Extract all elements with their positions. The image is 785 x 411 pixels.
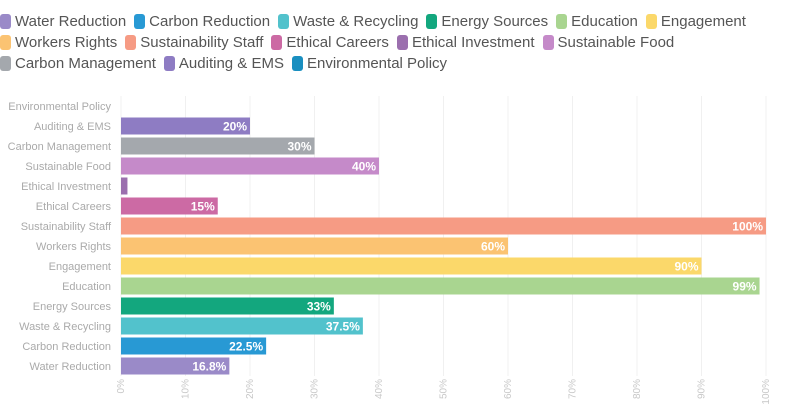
bar[interactable] [121,297,334,315]
legend-swatch [271,35,283,50]
category-label: Carbon Management [8,141,111,153]
bar[interactable] [121,257,702,275]
x-tick-label: 90% [697,379,708,399]
legend-item[interactable]: Auditing & EMS [163,54,284,73]
legend-swatch [278,14,290,29]
x-tick-label: 50% [439,379,450,399]
legend-swatch [645,14,657,29]
legend-label: Carbon Reduction [149,13,271,30]
bar[interactable] [121,217,766,235]
x-tick-label: 10% [181,379,192,399]
legend-label: Auditing & EMS [178,55,284,72]
category-label: Waste & Recycling [19,321,111,333]
x-tick-label: 20% [245,379,256,399]
category-label: Water Reduction [29,361,111,373]
category-label: Environmental Policy [8,101,111,113]
legend-label: Ethical Careers [286,34,389,51]
data-label: 100% [732,220,763,234]
category-label: Auditing & EMS [34,121,111,133]
legend-item[interactable]: Ethical Careers [271,33,389,52]
x-tick-label: 0% [116,379,127,394]
legend-swatch [556,14,568,29]
data-label: 33% [307,300,331,314]
bar[interactable] [121,157,379,175]
legend-swatch [542,35,554,50]
legend-item[interactable]: Sustainability Staff [125,33,263,52]
data-label: 22.5% [229,340,263,354]
category-label: Ethical Careers [36,201,112,213]
legend-item[interactable]: Carbon Management [0,54,156,73]
legend-label: Environmental Policy [306,55,448,72]
legend-item[interactable]: Ethical Investment [396,33,535,52]
legend-item[interactable]: Education [556,12,638,31]
category-label: Sustainable Food [25,161,111,173]
legend-label: Energy Sources [441,13,549,30]
legend-swatch [0,35,11,50]
bar[interactable] [121,277,760,295]
legend-label: Sustainability Staff [140,34,264,51]
legend-label: Waste & Recycling [293,13,419,30]
category-label: Engagement [49,261,111,273]
legend-swatch [125,35,137,50]
legend-swatch [291,56,303,71]
x-tick-label: 40% [374,379,385,399]
data-label: 40% [352,160,376,174]
data-label: 37.5% [326,320,360,334]
legend-swatch [163,56,175,71]
category-label: Carbon Reduction [22,341,111,353]
x-tick-label: 100% [761,379,772,405]
category-label: Sustainability Staff [21,221,112,233]
legend-item[interactable]: Engagement [645,12,746,31]
x-tick-label: 80% [632,379,643,399]
legend-swatch [0,14,11,29]
data-label: 90% [674,260,698,274]
legend-swatch [426,14,438,29]
data-label: 60% [481,240,505,254]
legend-swatch [134,14,146,29]
x-tick-label: 60% [503,379,514,399]
bar[interactable] [121,357,230,375]
x-tick-label: 70% [568,379,579,399]
legend-label: Sustainable Food [557,34,675,51]
data-label: 20% [223,120,247,134]
legend-label: Ethical Investment [411,34,535,51]
legend-item[interactable]: Carbon Reduction [134,12,270,31]
legend-label: Engagement [660,13,746,30]
legend-item[interactable]: Water Reduction [0,12,126,31]
x-tick-label: 30% [310,379,321,399]
legend-item[interactable]: Waste & Recycling [278,12,418,31]
legend-item[interactable]: Workers Rights [0,33,117,52]
category-label: Ethical Investment [21,181,111,193]
legend-item[interactable]: Energy Sources [426,12,548,31]
bar[interactable] [121,237,508,255]
category-label: Workers Rights [36,241,111,253]
bar[interactable] [121,337,267,355]
legend-swatch [0,56,11,71]
category-label: Energy Sources [33,301,112,313]
legend-label: Carbon Management [15,55,156,72]
bar[interactable] [121,317,363,335]
bar[interactable] [121,137,315,155]
category-label: Education [62,281,111,293]
data-label: 99% [733,280,757,294]
data-label: 15% [191,200,215,214]
legend-item[interactable]: Sustainable Food [542,33,675,52]
data-label: 16.8% [192,360,226,374]
legend-label: Workers Rights [15,34,118,51]
chart-legend: Water Reduction Carbon Reduction Waste & R… [0,12,780,73]
legend-label: Education [571,13,638,30]
legend-label: Water Reduction [15,13,127,30]
bar[interactable] [121,117,250,135]
bar[interactable] [121,177,128,195]
data-label: 30% [287,140,311,154]
legend-swatch [396,35,408,50]
legend-item[interactable]: Environmental Policy [291,54,448,73]
bar[interactable] [121,197,218,215]
